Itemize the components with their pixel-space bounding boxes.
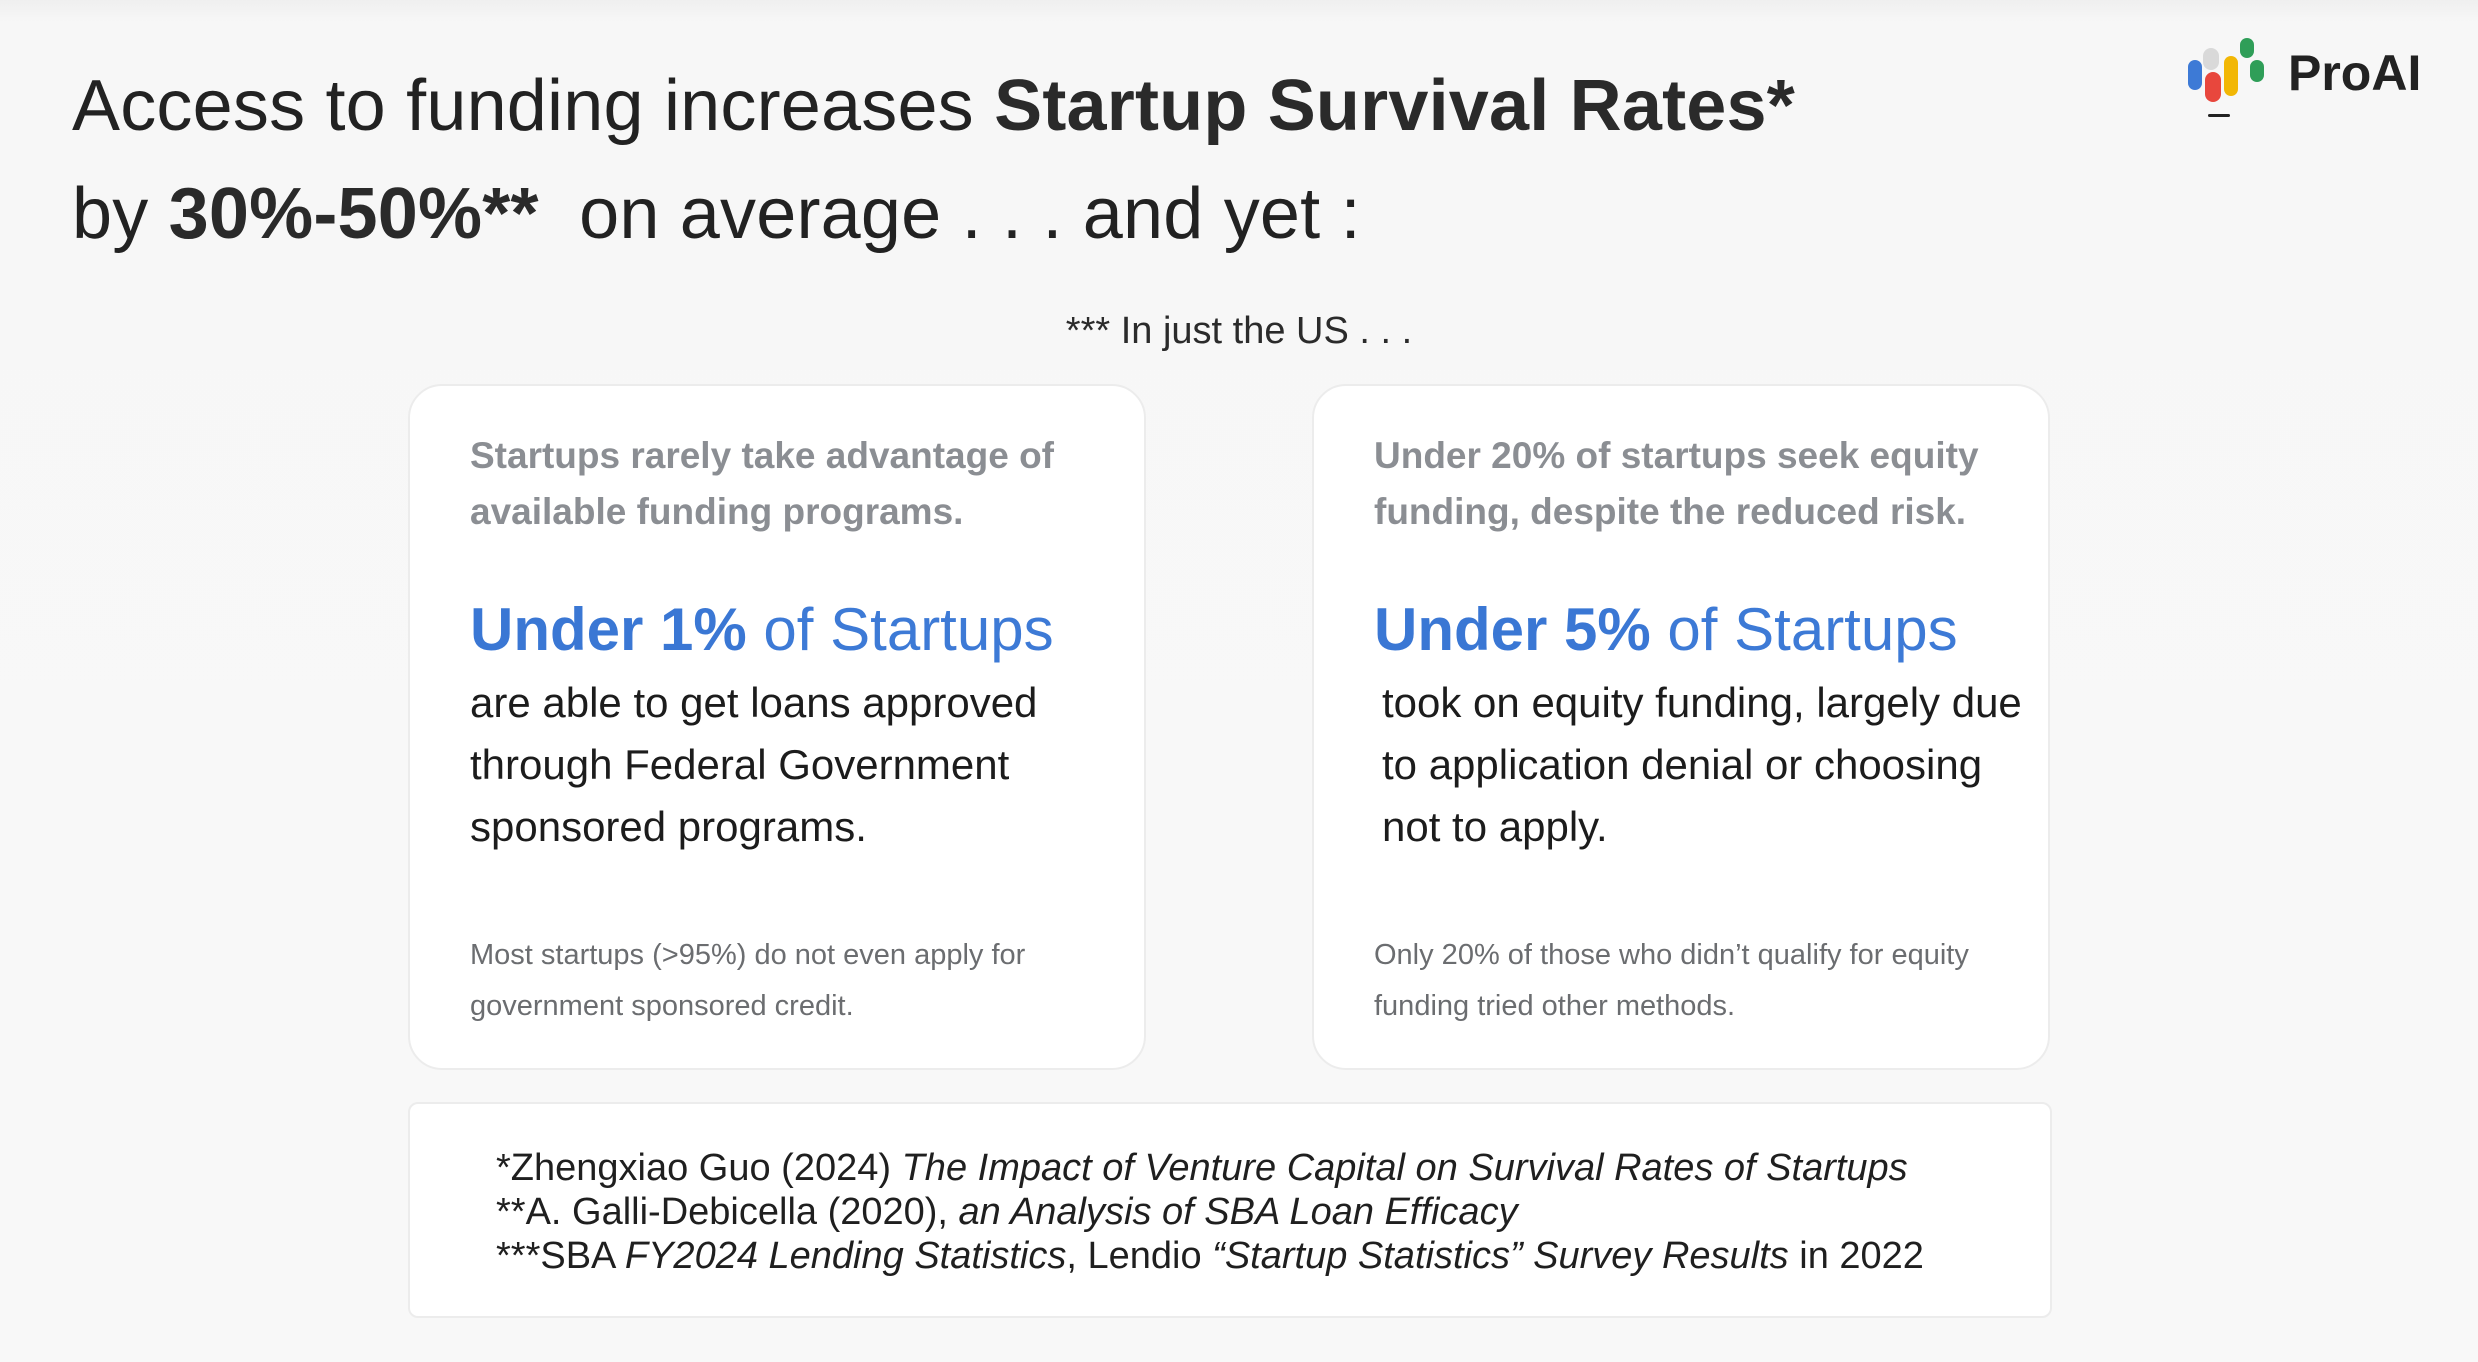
stat-card-lead: Under 20% of startups seek equity fundin… xyxy=(1374,435,1979,532)
stat-card-value: Under 5% xyxy=(1374,596,1651,663)
logo-bar-green-2 xyxy=(2250,60,2264,82)
logo-bar-gray xyxy=(2203,48,2219,70)
headline-line-1-prefix: Access to funding increases xyxy=(72,66,995,146)
headline-line-1: Access to funding increases Startup Surv… xyxy=(72,52,2072,160)
proai-logo-icon xyxy=(2188,38,2264,117)
logo-bar-blue xyxy=(2188,60,2202,90)
reference-1: *Zhengxiao Guo (2024) The Impact of Vent… xyxy=(496,1146,1908,1190)
reference-3: ***SBA FY2024 Lending Statistics, Lendio… xyxy=(496,1234,1924,1278)
headline-line-2-suffix: on average . . . and yet : xyxy=(538,174,1361,254)
reference-2-title: an Analysis of SBA Loan Efficacy xyxy=(958,1191,1518,1233)
headline-highlight-percent: 30%-50%** xyxy=(168,174,539,254)
reference-3-middle: , Lendio xyxy=(1066,1235,1213,1277)
headline-line-2-prefix: by xyxy=(72,174,169,254)
reference-1-author: *Zhengxiao Guo (2024) xyxy=(496,1147,902,1189)
logo-underline xyxy=(2208,114,2230,117)
stat-card-body: took on equity funding, largely due to a… xyxy=(1382,679,2022,850)
reference-3-year: in 2022 xyxy=(1788,1235,1924,1277)
stat-card-headline: Under 5% of Startups xyxy=(1374,592,2034,668)
logo-bar-red xyxy=(2205,72,2221,102)
stat-card-body: are able to get loans approved through F… xyxy=(470,679,1038,850)
stat-card-equity: Under 20% of startups seek equity fundin… xyxy=(1312,384,2050,1070)
stat-card-headline: Under 1% of Startups xyxy=(470,592,1130,668)
stat-card-value-suffix: of Startups xyxy=(746,596,1054,663)
stat-card-value-suffix: of Startups xyxy=(1650,596,1958,663)
proai-logo-text: ProAI xyxy=(2288,45,2422,101)
stat-card-footnote: Only 20% of those who didn’t qualify for… xyxy=(1374,939,1969,1022)
us-subnote: *** In just the US . . . xyxy=(1065,310,1413,352)
stat-card-footnote: Most startups (>95%) do not even apply f… xyxy=(470,939,1026,1022)
reference-1-title: The Impact of Venture Capital on Surviva… xyxy=(901,1147,1908,1189)
stat-card-lead: Startups rarely take advantage of availa… xyxy=(470,435,1054,532)
reference-3-author: ***SBA xyxy=(496,1235,625,1277)
reference-2: **A. Galli-Debicella (2020), an Analysis… xyxy=(496,1190,1518,1234)
reference-3-survey: “Startup Statistics” Survey Results xyxy=(1212,1235,1789,1277)
headline-highlight-survival-rates: Startup Survival Rates* xyxy=(994,66,1795,146)
reference-2-author: **A. Galli-Debicella (2020), xyxy=(496,1191,959,1233)
stat-card-loans: Startups rarely take advantage of availa… xyxy=(408,384,1146,1070)
references-box: *Zhengxiao Guo (2024) The Impact of Vent… xyxy=(408,1102,2052,1318)
logo-bar-green xyxy=(2240,38,2254,58)
logo-bar-yellow xyxy=(2224,56,2238,96)
proai-logo: ProAI xyxy=(2188,34,2428,124)
stat-card-value: Under 1% xyxy=(470,596,747,663)
headline-line-2: by 30%-50%** on average . . . and yet : xyxy=(72,160,2072,268)
headline: Access to funding increases Startup Surv… xyxy=(72,52,2072,268)
reference-3-title: FY2024 Lending Statistics xyxy=(624,1235,1067,1277)
